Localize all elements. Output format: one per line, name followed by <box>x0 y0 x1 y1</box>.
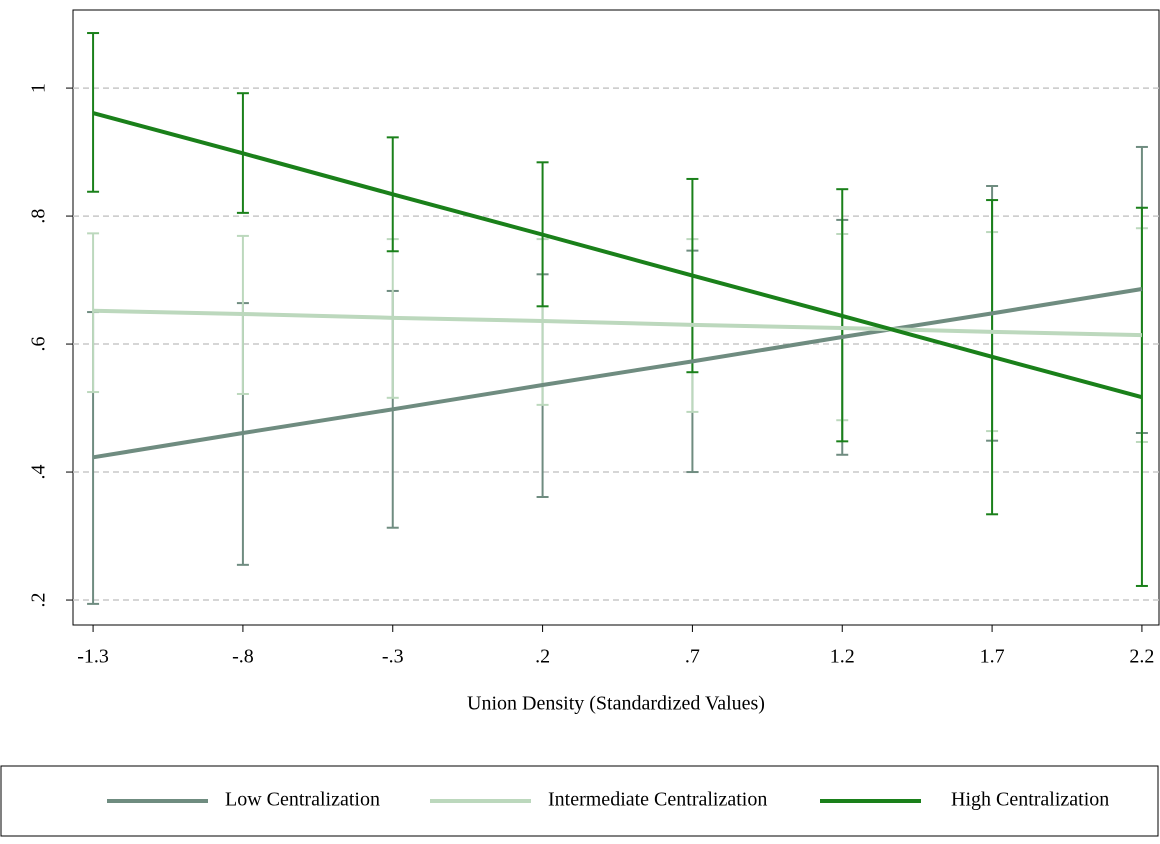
y-tick-label: .8 <box>28 209 50 224</box>
x-tick-label: 1.7 <box>980 646 1005 668</box>
legend-label: Intermediate Centralization <box>548 789 767 811</box>
plot-frame <box>72 9 1160 626</box>
series-line <box>92 111 1143 400</box>
series-line <box>92 287 1143 460</box>
x-tick-label: 2.2 <box>1129 646 1154 668</box>
x-tick-label: -.3 <box>382 646 404 668</box>
legend-label: Low Centralization <box>225 789 380 811</box>
y-tick-label: .2 <box>28 593 50 608</box>
x-tick-label: .7 <box>685 646 700 668</box>
y-tick-label: .6 <box>28 337 50 352</box>
legend-box <box>0 765 1159 837</box>
x-tick-label: -1.3 <box>77 646 109 668</box>
x-tick-label: .2 <box>535 646 550 668</box>
x-tick-label: -.8 <box>232 646 254 668</box>
x-axis-label: Union Density (Standardized Values) <box>467 693 765 715</box>
y-tick-label: 1 <box>28 83 50 93</box>
y-tick-label: .4 <box>28 465 50 480</box>
series-line <box>93 308 1142 338</box>
legend-label: High Centralization <box>951 789 1109 811</box>
x-tick-label: 1.2 <box>830 646 855 668</box>
